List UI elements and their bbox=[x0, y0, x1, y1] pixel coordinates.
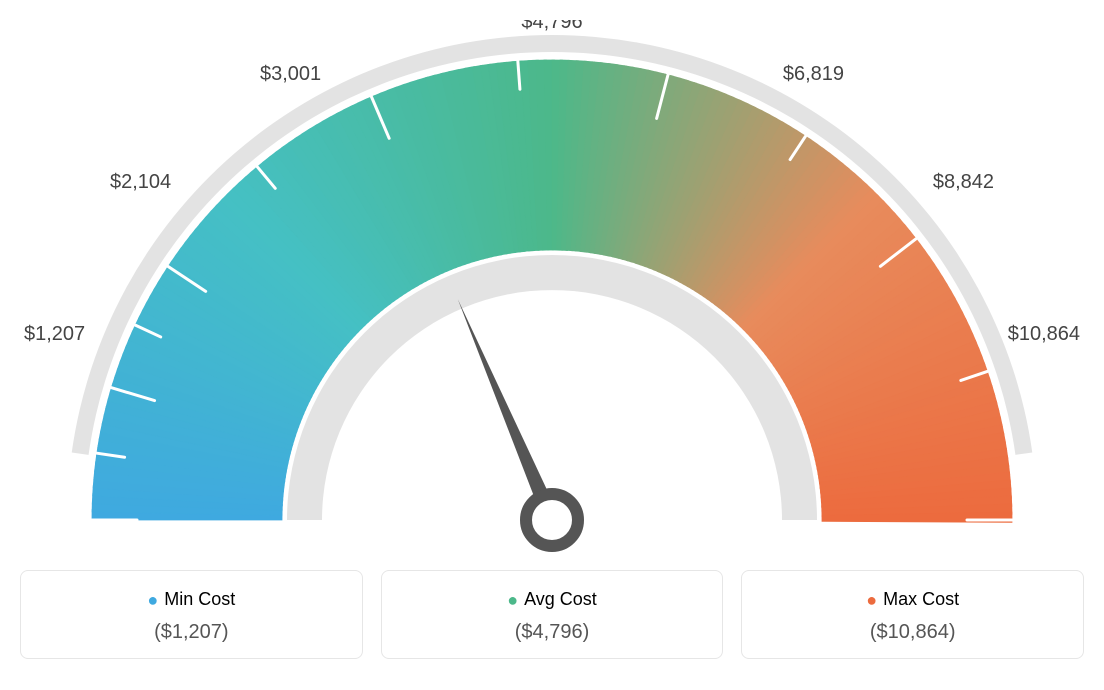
gauge-scale-label: $10,864 bbox=[1008, 323, 1080, 345]
legend-min-label: Min Cost bbox=[164, 589, 235, 609]
gauge-scale-label: $3,001 bbox=[260, 63, 321, 85]
dot-icon: ● bbox=[507, 590, 518, 610]
cost-gauge-container: $1,207 $2,104 $3,001 $4,796 $6,819 $8,842 $10,… bbox=[20, 20, 1084, 659]
legend-min-title: ● Min Cost bbox=[21, 589, 362, 611]
gauge-chart: $1,207 $2,104 $3,001 $4,796 $6,819 $8,842 $10,… bbox=[20, 20, 1084, 560]
legend-card-min: ● Min Cost ($1,207) bbox=[20, 570, 363, 659]
legend-row: ● Min Cost ($1,207) ● Avg Cost ($4,796) ● M… bbox=[20, 570, 1084, 659]
legend-max-title: ● Max Cost bbox=[742, 589, 1083, 611]
legend-card-avg: ● Avg Cost ($4,796) bbox=[381, 570, 724, 659]
dot-icon: ● bbox=[147, 590, 158, 610]
legend-max-value: ($10,864) bbox=[742, 621, 1083, 644]
dot-icon: ● bbox=[866, 590, 877, 610]
legend-avg-title: ● Avg Cost bbox=[382, 589, 723, 611]
legend-avg-value: ($4,796) bbox=[382, 621, 723, 644]
gauge-scale-label: $2,104 bbox=[110, 171, 171, 193]
gauge-scale-label: $1,207 bbox=[24, 323, 85, 345]
legend-card-max: ● Max Cost ($10,864) bbox=[741, 570, 1084, 659]
gauge-scale-label: $8,842 bbox=[933, 171, 994, 193]
gauge-scale-label: $6,819 bbox=[783, 63, 844, 85]
gauge-svg: $1,207 $2,104 $3,001 $4,796 $6,819 $8,842 $10,… bbox=[20, 20, 1084, 560]
legend-min-value: ($1,207) bbox=[21, 621, 362, 644]
legend-max-label: Max Cost bbox=[883, 589, 959, 609]
legend-avg-label: Avg Cost bbox=[524, 589, 597, 609]
gauge-scale-label: $4,796 bbox=[521, 20, 582, 33]
